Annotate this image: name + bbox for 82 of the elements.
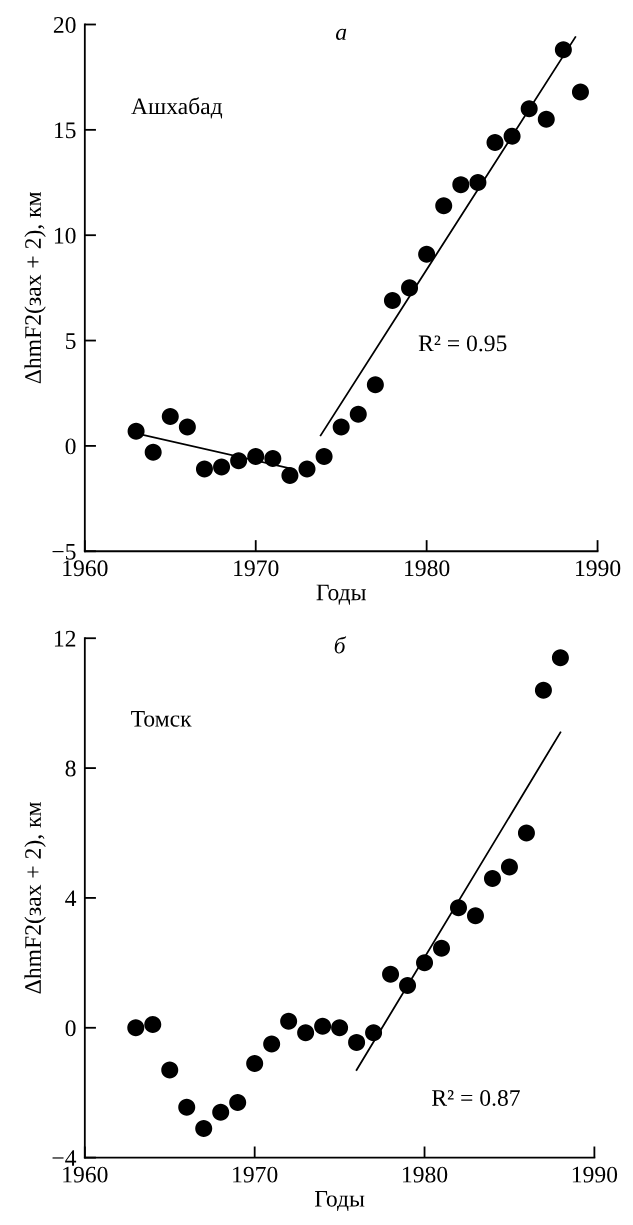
point [534, 681, 552, 699]
point [348, 1033, 366, 1051]
point [366, 376, 384, 394]
point [195, 460, 213, 478]
point [297, 1024, 315, 1042]
point [144, 443, 162, 461]
point [298, 460, 316, 478]
x-axis-title: Годы [316, 584, 366, 605]
point [520, 100, 538, 118]
point [213, 458, 231, 476]
x-tick-label: 1970 [233, 1166, 278, 1183]
y-tick-label: 20 [53, 16, 76, 33]
annotation: Томск [131, 711, 192, 727]
x-tick-label: 1990 [576, 560, 621, 577]
point [144, 1016, 162, 1034]
point [571, 83, 589, 101]
point [263, 1035, 281, 1053]
x-tick-label: 1980 [405, 560, 450, 577]
y-tick-label: 10 [54, 227, 76, 244]
point [382, 965, 400, 983]
point [331, 1019, 349, 1037]
y-axis-title: ΔhmF2(зах + 2), км [24, 192, 46, 384]
y-tick-label: 8 [65, 760, 76, 777]
point [399, 977, 417, 995]
point [281, 466, 299, 484]
point [551, 649, 569, 667]
annotation: R² = 0.87 [432, 1089, 520, 1107]
y-tick-label: 4 [65, 890, 77, 907]
point [178, 418, 196, 436]
point [230, 452, 248, 470]
point [315, 447, 333, 465]
x-tick-label: 1960 [63, 1166, 108, 1183]
x-tick-label: 1990 [572, 1166, 618, 1183]
y-tick-label: 0 [65, 1020, 76, 1037]
y-tick-label: −5 [52, 543, 76, 560]
point [161, 407, 179, 425]
x-tick-label: 1960 [63, 560, 108, 577]
point [435, 197, 453, 215]
point [418, 245, 436, 263]
point [212, 1103, 230, 1121]
point [127, 1019, 145, 1037]
chart-title: б [334, 636, 347, 654]
point [503, 127, 521, 145]
point [127, 422, 145, 440]
x-tick-label: 1980 [403, 1166, 448, 1183]
point [537, 110, 555, 128]
point [229, 1093, 247, 1111]
point [264, 450, 282, 468]
annotation: Ашхабад [131, 97, 223, 119]
y-tick-label: 5 [66, 333, 76, 349]
point [500, 858, 518, 876]
point [246, 1054, 264, 1072]
point [247, 447, 265, 465]
point [332, 418, 350, 436]
point [178, 1098, 196, 1116]
point [161, 1061, 179, 1079]
chart-title: а [335, 28, 347, 41]
point [433, 939, 451, 957]
point [365, 1024, 383, 1042]
point [195, 1119, 213, 1137]
point [383, 292, 401, 310]
x-tick-label: 1970 [234, 560, 279, 577]
point [469, 174, 487, 192]
x-axis-title: Годы [314, 1191, 365, 1212]
point [517, 824, 535, 842]
point [466, 907, 484, 925]
annotation: R² = 0.95 [418, 335, 507, 352]
y-tick-label: −4 [52, 1150, 77, 1166]
point [314, 1017, 332, 1035]
y-tick-label: 12 [54, 630, 76, 647]
point [486, 133, 504, 151]
point [349, 405, 367, 423]
point [450, 899, 468, 917]
point [483, 869, 501, 887]
y-tick-label: 15 [54, 122, 76, 139]
point [416, 954, 434, 972]
y-axis-title: ΔhmF2(зах + 2), км [24, 802, 46, 994]
point [452, 176, 470, 194]
point [280, 1012, 298, 1030]
point [401, 279, 419, 297]
point [554, 41, 572, 59]
y-tick-label: 0 [65, 438, 76, 455]
